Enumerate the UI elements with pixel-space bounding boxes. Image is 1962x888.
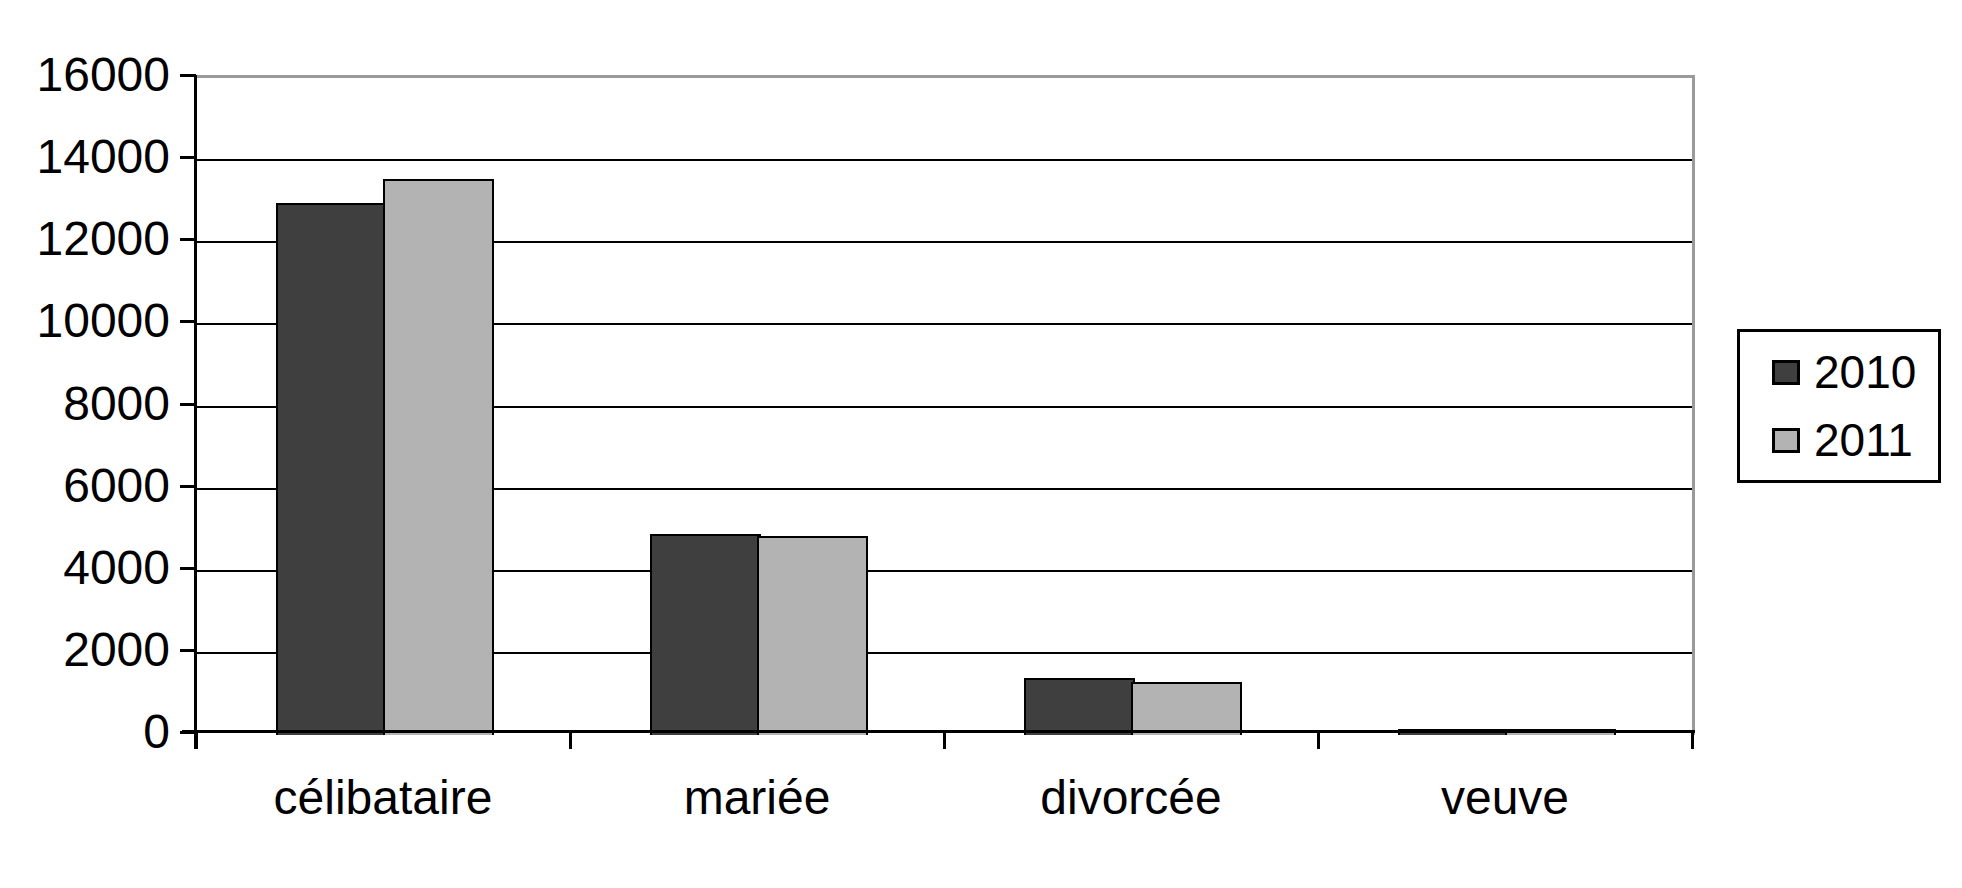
category-label: veuve <box>1318 772 1692 825</box>
x-tick-mark <box>195 732 198 749</box>
y-tick-mark <box>180 567 196 570</box>
y-tick-label: 14000 <box>0 133 170 181</box>
legend-swatch-2010 <box>1772 360 1800 385</box>
y-tick-label: 4000 <box>0 544 170 592</box>
y-tick-mark <box>180 649 196 652</box>
x-tick-mark <box>569 732 572 749</box>
x-axis-line <box>182 730 1695 733</box>
x-tick-mark <box>1317 732 1320 749</box>
category-label: célibataire <box>196 772 570 825</box>
gridline <box>196 159 1692 161</box>
bar-chart: 16000 14000 12000 10000 8000 6000 4000 2000 0 cé… <box>0 0 1962 888</box>
bar-2010-divorcée <box>1024 678 1135 735</box>
y-tick-mark <box>180 485 196 488</box>
y-tick-label: 16000 <box>0 51 170 99</box>
y-tick-mark <box>180 74 196 77</box>
legend-swatch-2011 <box>1772 428 1800 453</box>
category-label: divorcée <box>944 772 1318 825</box>
legend-label: 2011 <box>1814 417 1913 463</box>
bar-2010-mariée <box>650 534 761 735</box>
legend-label: 2010 <box>1814 349 1916 395</box>
y-tick-mark <box>180 320 196 323</box>
y-tick-label: 0 <box>0 708 170 756</box>
plot-area <box>196 75 1695 735</box>
y-tick-mark <box>180 156 196 159</box>
legend-item: 2011 <box>1740 406 1938 474</box>
bar-2011-mariée <box>757 536 868 735</box>
y-tick-label: 2000 <box>0 626 170 674</box>
legend: 2010 2011 <box>1737 329 1941 483</box>
bar-2011-célibataire <box>383 179 494 735</box>
x-tick-mark <box>1691 732 1694 749</box>
y-tick-label: 8000 <box>0 380 170 428</box>
y-tick-mark <box>180 403 196 406</box>
bar-2010-célibataire <box>276 203 387 735</box>
legend-item: 2010 <box>1740 338 1938 406</box>
legend-items: 2010 2011 <box>1740 338 1938 474</box>
y-tick-mark <box>180 731 196 734</box>
category-label: mariée <box>570 772 944 825</box>
y-tick-label: 10000 <box>0 297 170 345</box>
y-tick-mark <box>180 238 196 241</box>
x-tick-mark <box>943 732 946 749</box>
y-tick-label: 12000 <box>0 215 170 263</box>
bar-2011-divorcée <box>1131 682 1242 735</box>
y-tick-label: 6000 <box>0 462 170 510</box>
